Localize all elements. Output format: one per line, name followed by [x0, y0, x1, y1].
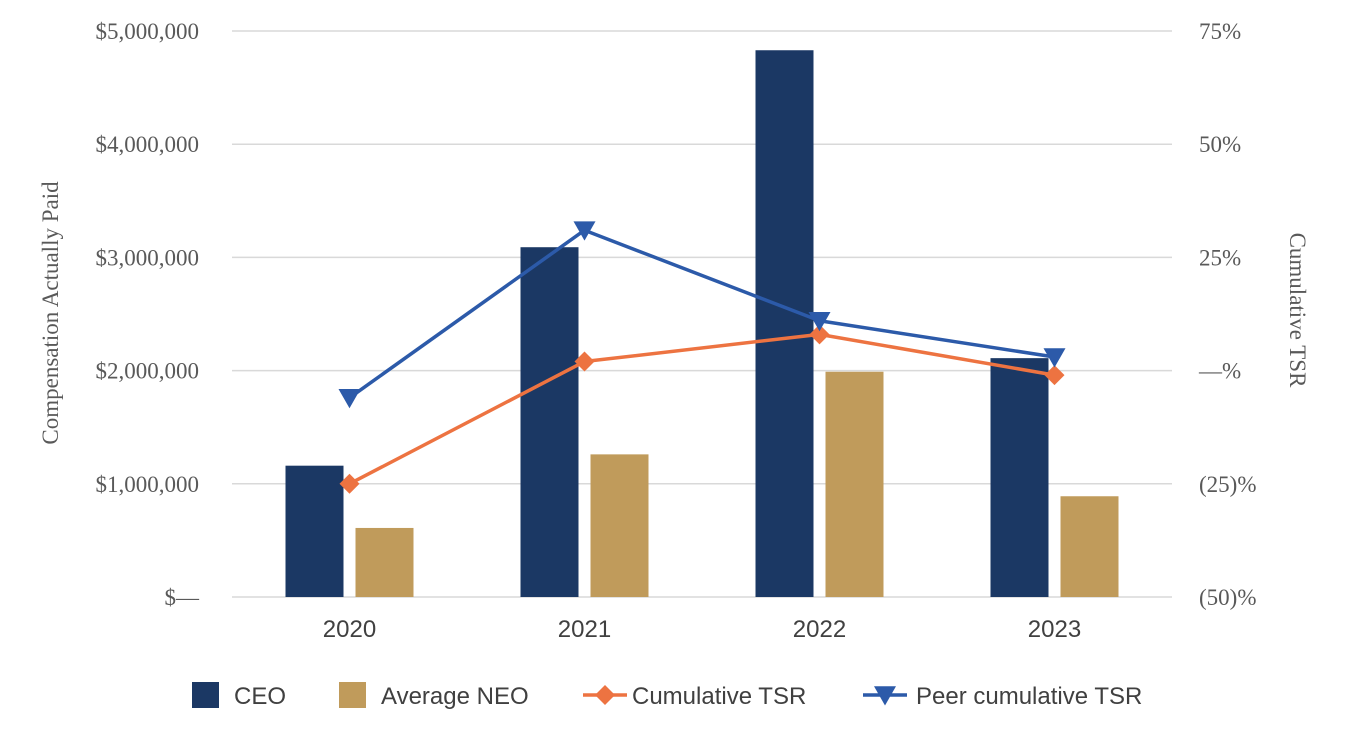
legend-label-cumulative-tsr: Cumulative TSR — [632, 683, 806, 710]
x-tick-label: 2023 — [1028, 616, 1081, 643]
y2-tick-label: (25)% — [1199, 472, 1256, 497]
legend-swatch-ceo — [192, 682, 219, 708]
y-tick-label: $1,000,000 — [96, 472, 200, 497]
legend-swatch-average-neo — [339, 682, 366, 708]
y2-axis-title: Cumulative TSR — [1285, 233, 1310, 388]
tick-labels: $— $1,000,000 $2,000,000 $3,000,000 $4,000,0… — [96, 19, 1257, 643]
x-tick-label: 2020 — [323, 616, 376, 643]
bar-ceo — [285, 465, 344, 597]
y2-tick-label: 25% — [1199, 245, 1241, 270]
marker-peer-cumulative-tsr — [808, 311, 831, 332]
y2-tick-label: 50% — [1199, 132, 1241, 157]
bar-ceo — [755, 50, 814, 597]
line-series — [338, 221, 1066, 494]
legend-label-peer-cumulative-tsr: Peer cumulative TSR — [916, 683, 1142, 710]
bar-ceo — [990, 358, 1049, 597]
legend-label-ceo: CEO — [234, 683, 286, 710]
y-tick-label: $5,000,000 — [96, 19, 200, 44]
marker-cumulative-tsr — [1044, 365, 1065, 386]
bar-average-neo — [590, 454, 649, 597]
x-tick-label: 2022 — [793, 616, 846, 643]
legend: CEO Average NEO Cumulative TSR Peer cumulat… — [192, 682, 1142, 710]
marker-cumulative-tsr — [574, 351, 595, 372]
y-tick-label: $2,000,000 — [96, 359, 200, 384]
y2-tick-label: (50)% — [1199, 585, 1256, 610]
legend-marker-peer-cumulative-tsr — [874, 686, 896, 706]
y-axis-title: Compensation Actually Paid — [38, 181, 63, 445]
marker-peer-cumulative-tsr — [338, 388, 361, 409]
y2-tick-label: —% — [1198, 359, 1241, 384]
x-tick-label: 2021 — [558, 616, 611, 643]
bars — [285, 50, 1119, 597]
line-cumulative-tsr — [348, 332, 1055, 486]
y-tick-label: $3,000,000 — [96, 245, 200, 270]
marker-cumulative-tsr — [809, 324, 830, 345]
bar-average-neo — [1060, 496, 1119, 597]
bar-average-neo — [355, 527, 414, 597]
marker-cumulative-tsr — [339, 473, 360, 494]
bar-ceo — [520, 247, 579, 597]
line-peer-cumulative-tsr — [348, 228, 1055, 400]
marker-peer-cumulative-tsr — [1043, 348, 1066, 368]
marker-peer-cumulative-tsr — [573, 221, 596, 241]
y-tick-label: $— — [165, 585, 201, 610]
y-tick-label: $4,000,000 — [96, 132, 200, 157]
legend-label-average-neo: Average NEO — [381, 683, 529, 710]
bar-average-neo — [825, 371, 884, 597]
y2-tick-label: 75% — [1199, 19, 1241, 44]
legend-marker-cumulative-tsr — [595, 685, 615, 705]
